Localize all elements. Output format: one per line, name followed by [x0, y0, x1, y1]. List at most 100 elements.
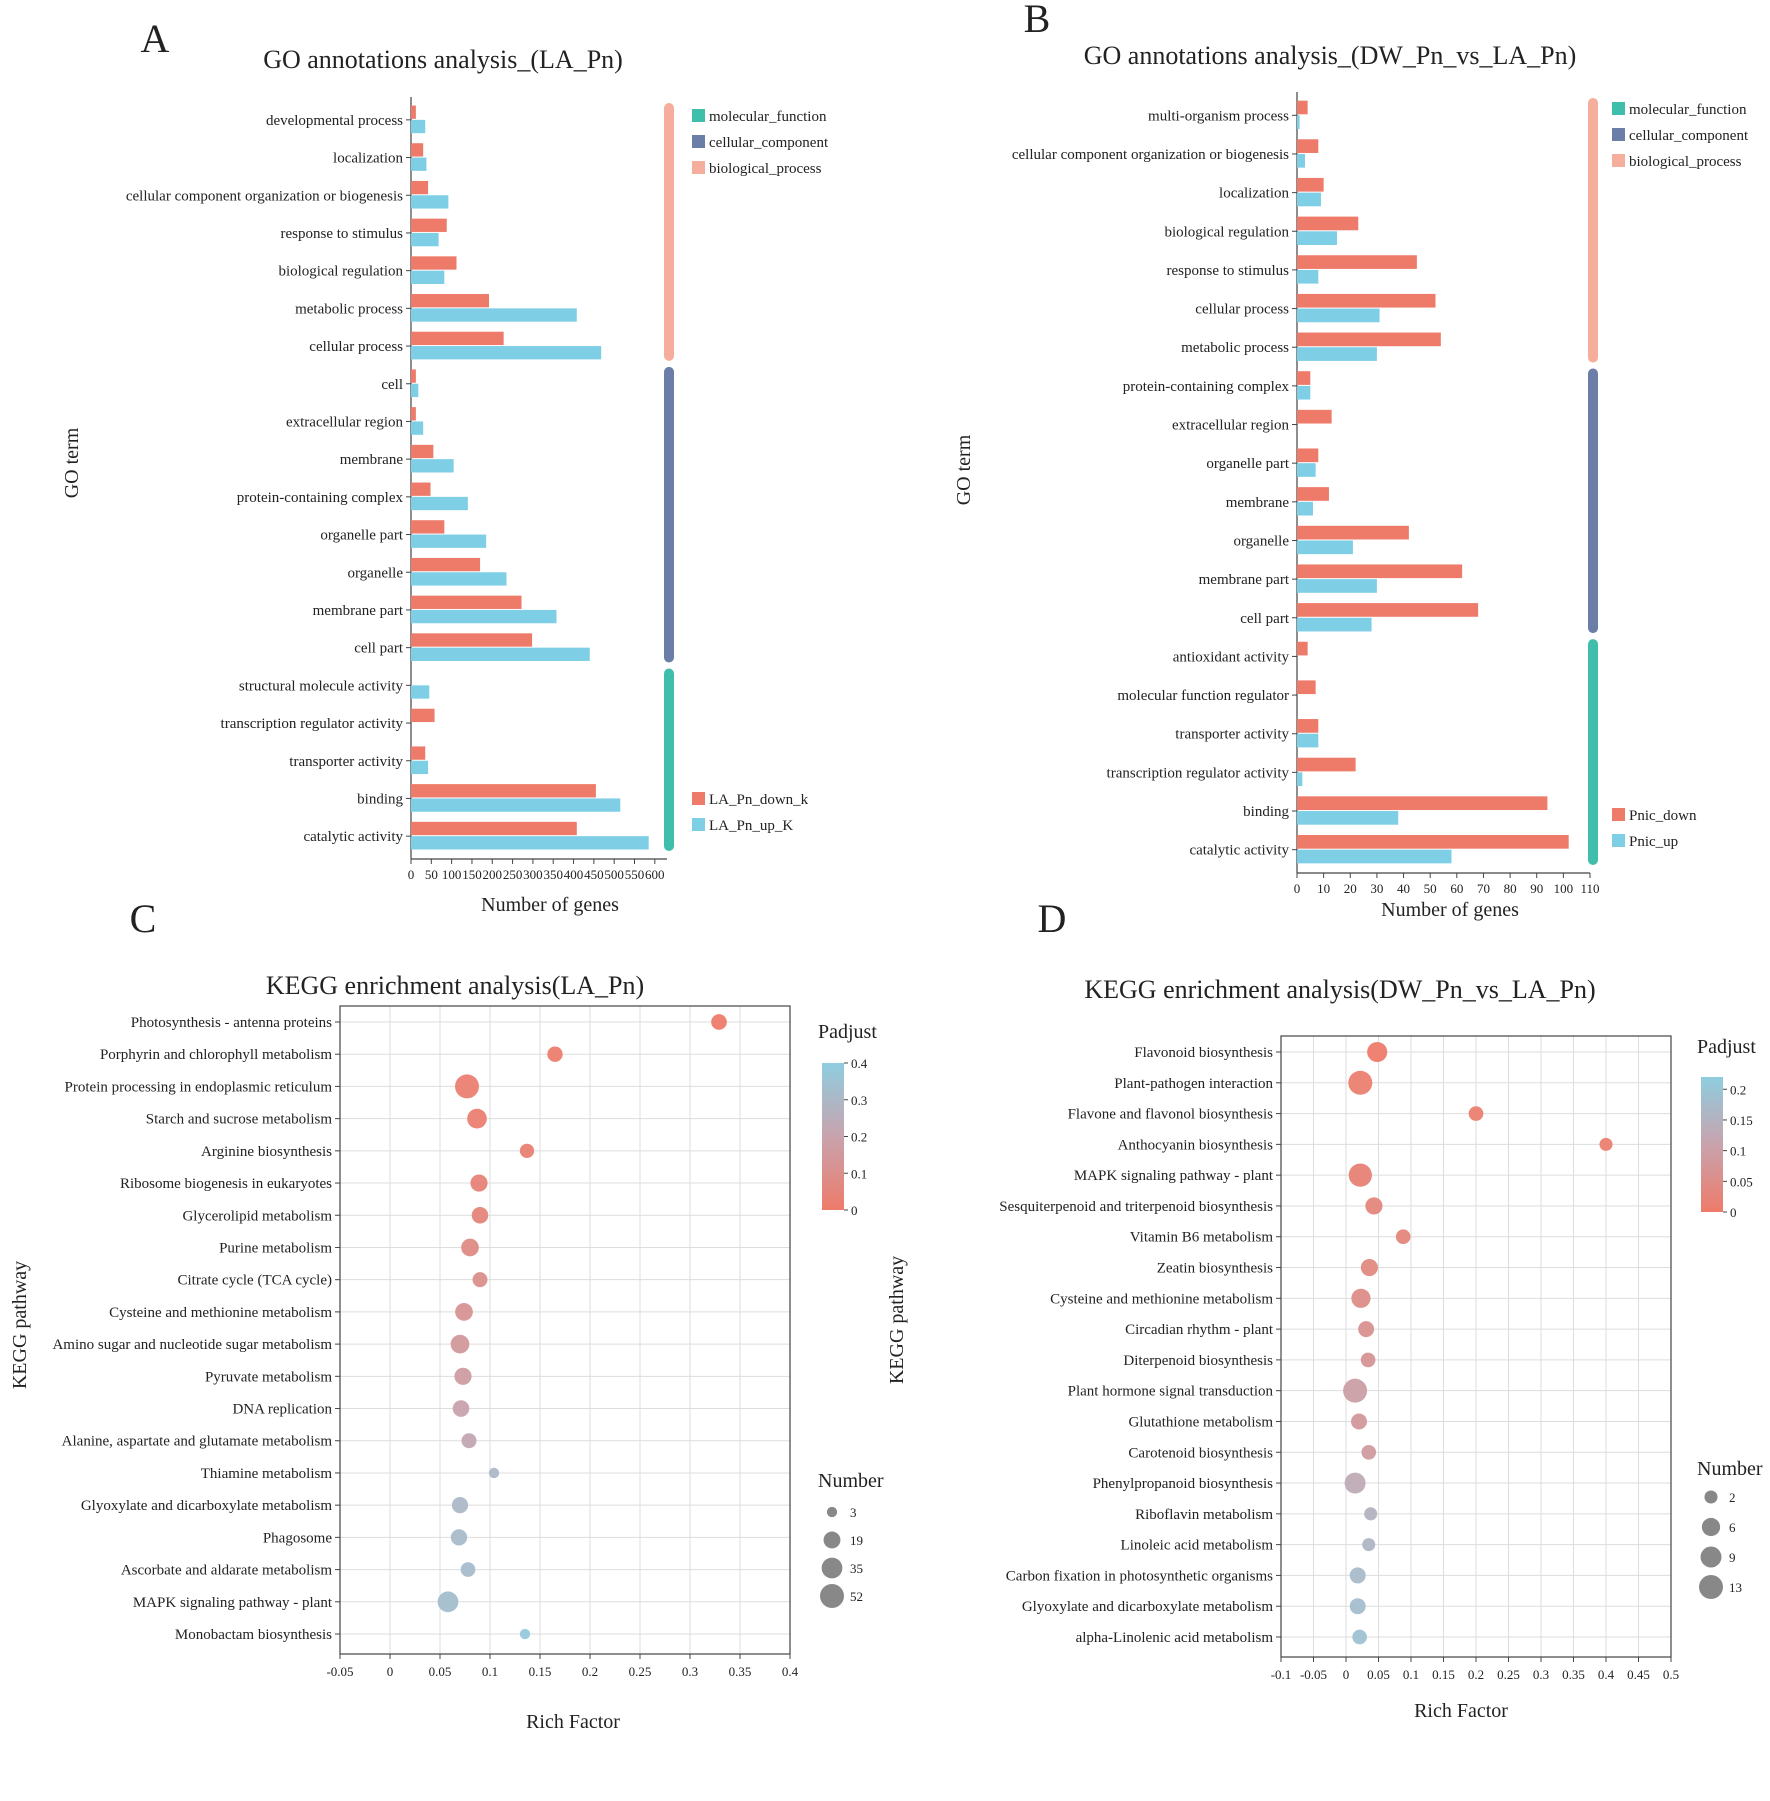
color-legend-label: 0.1 [1730, 1144, 1746, 1159]
size-legend-circle [1704, 1490, 1718, 1504]
x-tick-label: 0 [387, 1664, 394, 1679]
x-tick-label: -0.05 [326, 1664, 353, 1679]
legend-label: biological_process [709, 161, 822, 177]
bar-up [411, 760, 429, 775]
x-tick-label: 0 [1294, 881, 1301, 896]
y-axis-label: KEGG pathway [9, 1261, 31, 1389]
category-label: transcription regulator activity [1107, 765, 1290, 781]
legend-swatch-up [692, 818, 705, 831]
bar-up [1297, 192, 1321, 207]
category-label: Plant hormone signal transduction [1068, 1384, 1274, 1400]
category-label: Glycerolipid metabolism [182, 1208, 332, 1224]
legend-swatch-cellular_component [692, 135, 705, 148]
x-tick-label: 0.05 [1367, 1667, 1390, 1682]
category-label: Sesquiterpenoid and triterpenoid biosynt… [999, 1199, 1273, 1215]
category-label: Pyruvate metabolism [205, 1369, 332, 1385]
color-legend-label: 0 [1730, 1205, 1737, 1220]
data-point [1349, 1598, 1366, 1615]
bar-down [1297, 641, 1308, 656]
x-tick-label: 50 [1424, 881, 1437, 896]
x-tick-label: -0.1 [1271, 1667, 1292, 1682]
category-label: Alanine, aspartate and glutamate metabol… [62, 1434, 333, 1450]
category-label: biological regulation [1164, 224, 1289, 240]
category-label: Cysteine and methionine metabolism [109, 1305, 332, 1321]
data-point [1348, 1070, 1373, 1095]
size-legend-label: 2 [1729, 1490, 1736, 1505]
category-label: binding [1243, 804, 1289, 820]
category-label: Diterpenoid biosynthesis [1123, 1353, 1273, 1369]
x-tick-label: 600 [645, 867, 665, 882]
x-tick-label: 0.35 [729, 1664, 752, 1679]
bar-down [1297, 177, 1324, 192]
x-tick-label: 450 [584, 867, 604, 882]
bar-up [411, 572, 507, 586]
bar-up [1297, 385, 1311, 400]
data-point [1349, 1567, 1366, 1584]
x-tick-label: 400 [564, 867, 584, 882]
bar-up [1297, 269, 1319, 284]
category-label: extracellular region [286, 414, 404, 430]
category-label: Riboflavin metabolism [1135, 1507, 1273, 1523]
category-label: cell [381, 377, 403, 393]
size-legend-label: 3 [850, 1505, 857, 1520]
bar-up [1297, 308, 1380, 323]
data-point [1351, 1288, 1371, 1308]
bar-down [1297, 293, 1436, 308]
x-tick-label: 0 [1343, 1667, 1350, 1682]
color-legend-bar [1701, 1077, 1723, 1212]
x-tick-label: 300 [523, 867, 543, 882]
x-tick-label: 90 [1530, 881, 1543, 896]
x-tick-label: 80 [1504, 881, 1517, 896]
bar-up [411, 836, 649, 850]
category-label: Phagosome [263, 1530, 333, 1546]
bar-up [1297, 772, 1303, 787]
bar-up [411, 421, 424, 435]
bar-down [1297, 100, 1308, 115]
x-tick-label: 100 [1554, 881, 1574, 896]
category-label: Carbon fixation in photosynthetic organi… [1006, 1568, 1273, 1584]
x-tick-label: 0.4 [782, 1664, 799, 1679]
bar-down [1297, 525, 1409, 540]
category-label: biological regulation [278, 264, 403, 280]
bar-down [1297, 834, 1569, 849]
legend-label: LA_Pn_down_k [709, 792, 809, 808]
size-legend-circle [821, 1557, 843, 1579]
bar-up [1297, 579, 1377, 593]
category-label: Plant-pathogen interaction [1114, 1076, 1273, 1092]
bar-up [411, 534, 487, 548]
panel-label: B [1024, 0, 1051, 41]
category-label: alpha-Linolenic acid metabolism [1076, 1630, 1274, 1646]
size-legend-label: 13 [1729, 1580, 1742, 1595]
chart-title: KEGG enrichment analysis(DW_Pn_vs_LA_Pn) [1084, 975, 1595, 1004]
category-label: metabolic process [295, 301, 403, 317]
category-label: cellular component organization or bioge… [1012, 147, 1289, 163]
bar-down [411, 369, 416, 383]
x-tick-label: 0.2 [582, 1664, 598, 1679]
category-label: membrane part [313, 603, 404, 619]
data-point [1395, 1229, 1411, 1245]
bar-down [1297, 371, 1311, 385]
category-label: MAPK signaling pathway - plant [1074, 1168, 1274, 1184]
category-label: MAPK signaling pathway - plant [133, 1595, 333, 1611]
data-point [467, 1108, 487, 1129]
data-point [488, 1467, 500, 1479]
bar-down [411, 784, 596, 798]
category-label: Starch and sucrose metabolism [146, 1112, 333, 1128]
category-label: protein-containing complex [1123, 379, 1290, 395]
x-tick-label: 40 [1397, 881, 1410, 896]
bar-up [1297, 501, 1313, 516]
color-legend-bar [822, 1063, 844, 1210]
color-legend-label: 0.3 [851, 1093, 867, 1108]
chart-title: GO annotations analysis_(LA_Pn) [263, 45, 623, 74]
bar-down [411, 294, 490, 308]
group-strip-molecular_function [664, 668, 674, 851]
x-tick-label: 500 [604, 867, 624, 882]
bar-down [411, 331, 504, 346]
bar-up [1297, 733, 1319, 748]
data-point [1360, 1352, 1376, 1368]
category-label: organelle [1233, 533, 1289, 549]
bar-down [1297, 448, 1319, 463]
category-label: Ribosome biogenesis in eukaryotes [120, 1176, 332, 1192]
bar-up [411, 609, 557, 624]
bar-down [411, 708, 435, 723]
